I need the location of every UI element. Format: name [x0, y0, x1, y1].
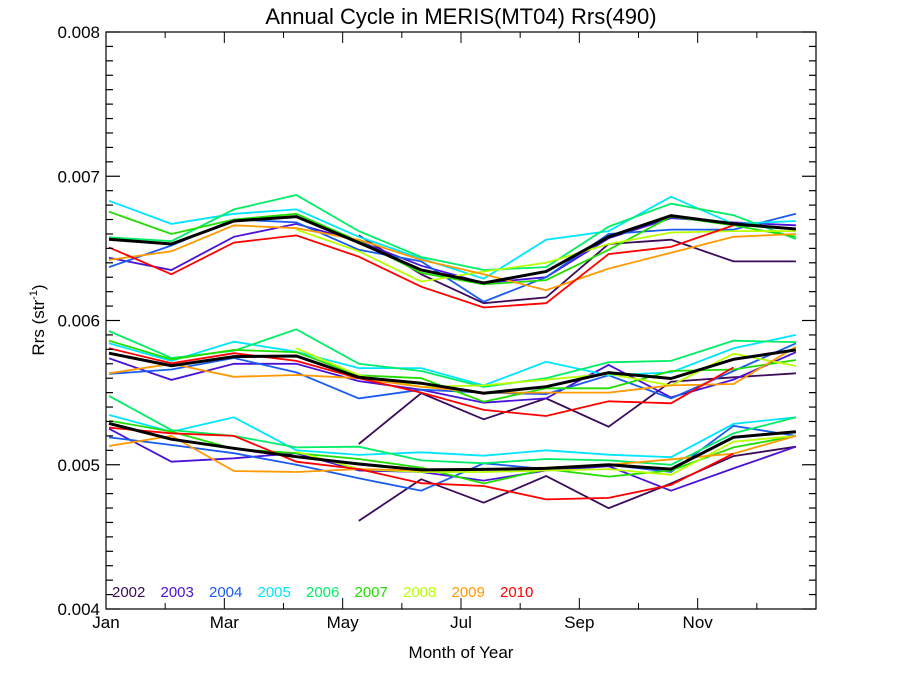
series-line-2006-middle: [108, 328, 796, 388]
x-tick-label: Mar: [210, 613, 240, 632]
y-axis-label-superscript: -1: [28, 290, 40, 300]
series-line-2005-lower: [108, 414, 796, 459]
x-tick-label: May: [327, 613, 360, 632]
legend-entry-2005: 2005: [258, 584, 291, 601]
series-line-2010-middle: [108, 347, 734, 417]
series-line-mean-upper: [108, 214, 797, 285]
plot-frame: [105, 31, 817, 610]
x-tick-label: Sep: [564, 613, 594, 632]
series-line-mean-middle: [108, 348, 797, 395]
y-tick-label: 0.004: [57, 600, 100, 619]
series-line-2005-middle: [108, 334, 797, 387]
y-axis-label: Rrs (str-1): [28, 284, 48, 355]
series-line-2010-upper: [108, 224, 734, 309]
y-axis-label-main: Rrs (str: [29, 300, 48, 356]
series-line-2002-middle: [358, 372, 796, 445]
series-line-mean-lower: [108, 421, 797, 472]
legend-entry-2006: 2006: [306, 584, 339, 601]
series-line-2009-upper: [108, 224, 796, 292]
y-tick-label: 0.006: [57, 312, 100, 331]
legend-entry-2009: 2009: [452, 584, 485, 601]
series-line-2009-middle: [108, 346, 797, 394]
x-tick-label: Jan: [92, 613, 119, 632]
legend-entry-2002: 2002: [112, 584, 145, 601]
series-line-2004-middle: [108, 342, 797, 400]
legend-entry-2004: 2004: [209, 584, 242, 601]
legend-entry-2003: 2003: [161, 584, 194, 601]
x-tick-label: Nov: [683, 613, 714, 632]
legend-entry-2007: 2007: [355, 584, 388, 601]
legend-entry-2010: 2010: [500, 584, 533, 601]
series-line-2006-upper: [108, 194, 797, 271]
chart-title: Annual Cycle in MERIS(MT04) Rrs(490): [265, 4, 656, 29]
series-layer: [108, 194, 797, 522]
legend-entry-2008: 2008: [403, 584, 436, 601]
y-tick-label: 0.008: [57, 23, 100, 42]
x-axis-label: Month of Year: [409, 643, 514, 662]
y-tick-label: 0.007: [57, 167, 100, 186]
legend: 2002 2003 2004 2005 2006 2007 2008 2009 2010: [112, 584, 533, 601]
y-tick-label: 0.005: [57, 456, 100, 475]
y-axis-label-close: ): [29, 284, 48, 290]
x-tick-label: Jul: [450, 613, 472, 632]
axes-layer: 0.004 0.005 0.006 0.007 0.008 Jan Mar May Jul Sep…: [57, 23, 817, 632]
series-line-2010-lower: [108, 426, 734, 501]
series-line-2008-upper: [296, 228, 796, 283]
